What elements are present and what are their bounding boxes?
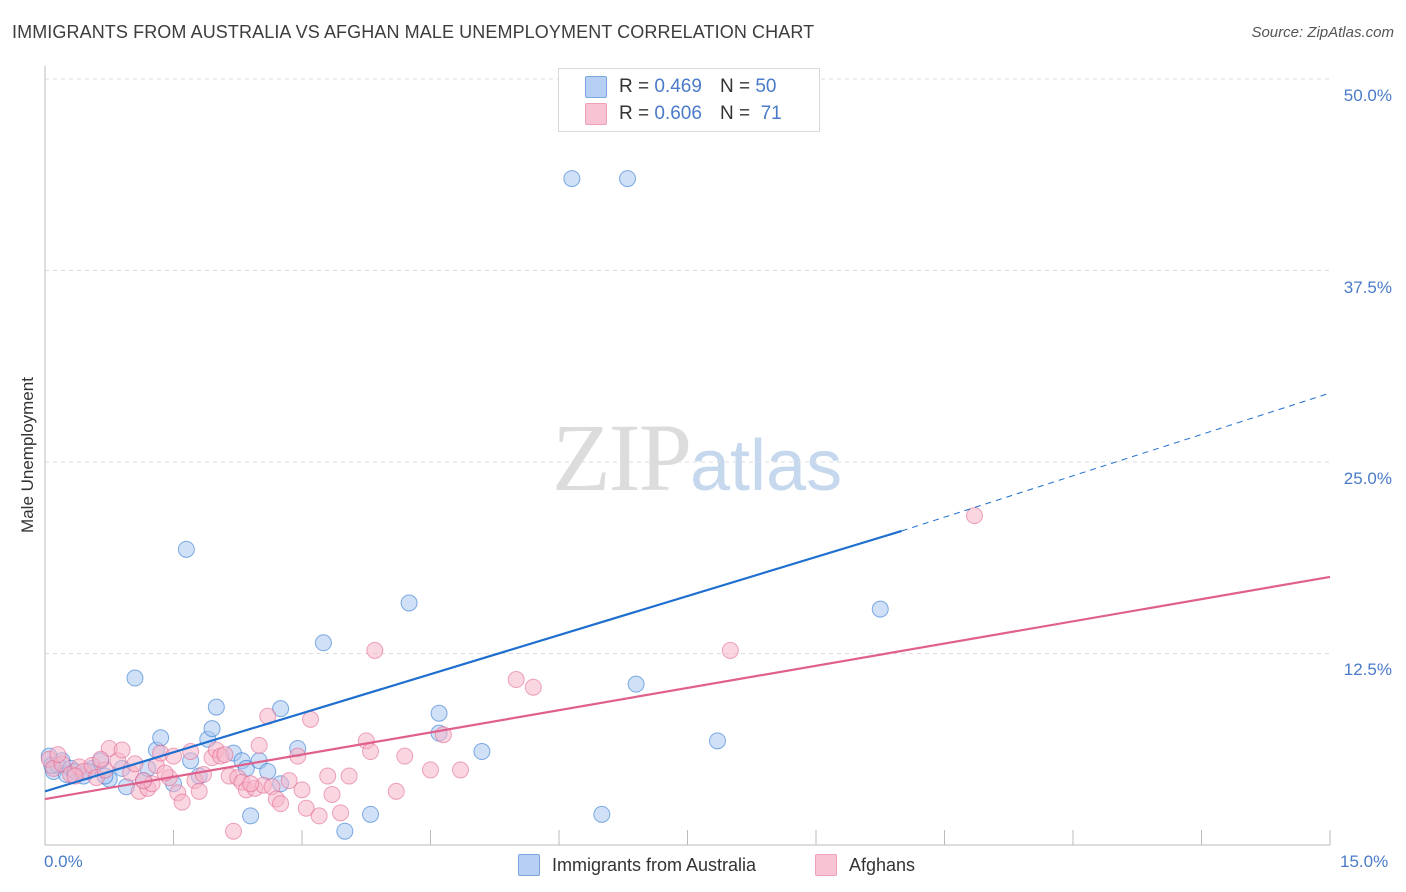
y-axis-label: Male Unemployment — [18, 377, 37, 533]
australia-point — [627, 675, 645, 693]
legend-swatch-pink — [585, 103, 607, 125]
afghans-point — [965, 507, 983, 525]
australia-point — [242, 807, 260, 825]
afghans-point — [194, 766, 212, 784]
afghans-point — [451, 761, 469, 779]
afghans-point — [293, 781, 311, 799]
legend-row-australia: R = 0.469 N = 50 — [585, 75, 776, 99]
afghans-point — [524, 678, 542, 696]
afghans-point — [113, 741, 131, 759]
afghans-point — [49, 746, 67, 764]
australia-point — [152, 729, 170, 747]
australia-point — [430, 704, 448, 722]
australia-point — [593, 805, 611, 823]
source-label: Source: ZipAtlas.com — [1251, 24, 1394, 41]
legend-bottom-swatch-blue — [518, 854, 540, 876]
legend-label-afghans: Afghans — [849, 854, 916, 875]
australia-point — [563, 170, 581, 188]
watermark-zip: ZIP — [552, 404, 692, 511]
legend-item-afghans: Afghans — [815, 852, 915, 878]
afghans-point — [422, 761, 439, 779]
australia-point — [272, 700, 290, 718]
australia-point — [473, 743, 491, 761]
afghans-point — [272, 795, 290, 813]
australia-point — [314, 634, 332, 652]
legend-n-value: 50 — [755, 76, 777, 97]
legend-n-label: N = — [719, 103, 751, 124]
afghans-point — [323, 785, 341, 803]
australia-point — [207, 698, 225, 716]
australia-point — [619, 170, 637, 188]
australia-point — [336, 822, 354, 840]
legend-r-value: 0.469 — [654, 76, 702, 97]
australia-point — [203, 720, 221, 738]
legend-row-afghans: R = 0.606 N = 71 — [585, 102, 782, 126]
australia-point — [177, 540, 195, 558]
afghans-point — [280, 772, 298, 790]
legend-r-label: R = — [619, 76, 650, 97]
legend-swatch-blue — [585, 76, 607, 98]
afghans-point — [366, 641, 384, 659]
afghans-point — [340, 767, 358, 785]
afghans-point — [396, 747, 414, 765]
correlation-legend: R = 0.469 N = 50 R = 0.606 N = 71 — [558, 68, 820, 132]
australia-point — [400, 594, 418, 612]
afghans-point — [216, 746, 234, 764]
afghans-trend-line — [44, 575, 1331, 801]
chart-title: IMMIGRANTS FROM AUSTRALIA VS AFGHAN MALE… — [12, 22, 815, 42]
watermark-atlas: atlas — [690, 426, 843, 506]
y-tick-label-12-5: 12.5% — [1343, 660, 1392, 679]
y-tick-label-37-5: 37.5% — [1343, 278, 1392, 297]
y-tick-label-25: 25.0% — [1343, 469, 1392, 488]
legend-r-value: 0.606 — [654, 103, 702, 124]
afghans-point — [302, 710, 320, 728]
australia-trend-extension — [901, 392, 1331, 532]
afghans-point — [173, 793, 191, 811]
australia-point — [871, 600, 889, 618]
x-tick-label-max: 15.0% — [1340, 852, 1389, 871]
afghans-point — [224, 822, 242, 840]
afghans-point — [507, 671, 525, 689]
legend-label-australia: Immigrants from Australia — [552, 854, 757, 875]
afghans-point — [297, 799, 315, 817]
legend-r-label: R = — [619, 103, 650, 124]
australia-point — [126, 669, 144, 687]
afghans-point — [250, 736, 268, 754]
afghans-point — [92, 750, 110, 768]
australia-point — [708, 732, 726, 750]
afghans-point — [721, 641, 739, 659]
australia-point — [362, 805, 380, 823]
watermark: ZIPatlas — [552, 402, 842, 513]
afghans-point — [362, 743, 380, 761]
y-tick-label-50: 50.0% — [1343, 86, 1392, 105]
afghans-point — [310, 807, 328, 825]
afghans-point — [387, 782, 405, 800]
afghans-point — [319, 767, 337, 785]
legend-n-value: 71 — [760, 103, 782, 124]
legend-bottom-swatch-pink — [815, 854, 837, 876]
afghans-point — [242, 775, 260, 793]
x-tick-label-min: 0.0% — [44, 852, 83, 871]
afghans-point — [332, 804, 350, 822]
afghans-point — [190, 782, 208, 800]
australia-trend-line — [44, 529, 902, 793]
legend-item-australia: Immigrants from Australia — [518, 852, 756, 878]
legend-n-label: N = — [719, 76, 751, 97]
